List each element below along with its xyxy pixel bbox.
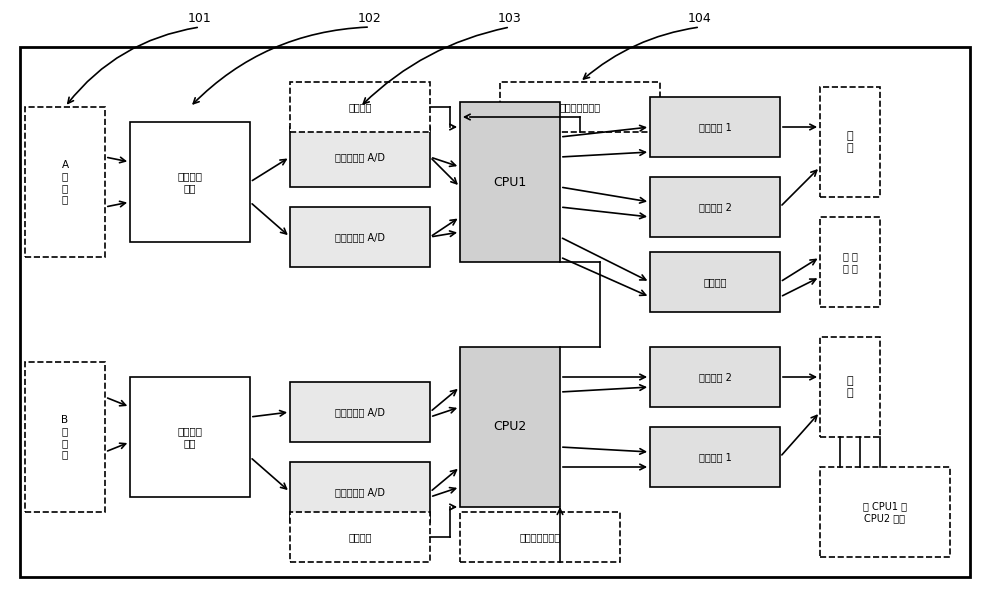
FancyBboxPatch shape — [460, 102, 560, 262]
Text: 主轨道电路 A/D: 主轨道电路 A/D — [335, 407, 385, 417]
FancyBboxPatch shape — [650, 252, 780, 312]
FancyBboxPatch shape — [25, 362, 105, 512]
Text: 主轨道电路 A/D: 主轨道电路 A/D — [335, 152, 385, 162]
Text: A
主
机
入: A 主 机 入 — [61, 159, 69, 204]
FancyBboxPatch shape — [290, 82, 430, 132]
FancyBboxPatch shape — [290, 512, 430, 562]
Text: 小轨道检查条件: 小轨道检查条件 — [519, 532, 561, 542]
Text: 报 警
条 件: 报 警 条 件 — [843, 251, 857, 273]
Text: CPU1: CPU1 — [493, 176, 527, 189]
Text: 101: 101 — [188, 12, 212, 25]
Text: 载频选择: 载频选择 — [348, 102, 372, 112]
Text: 输入隔离
电路: 输入隔离 电路 — [178, 171, 202, 193]
Text: 103: 103 — [498, 12, 522, 25]
FancyBboxPatch shape — [290, 462, 430, 522]
FancyBboxPatch shape — [650, 177, 780, 237]
FancyBboxPatch shape — [460, 347, 560, 507]
FancyBboxPatch shape — [500, 82, 660, 132]
FancyBboxPatch shape — [650, 347, 780, 407]
Text: CPU2: CPU2 — [493, 420, 527, 433]
FancyBboxPatch shape — [25, 107, 105, 257]
FancyBboxPatch shape — [820, 87, 880, 197]
Text: 载频选择: 载频选择 — [348, 532, 372, 542]
Text: 安全与门 1: 安全与门 1 — [699, 122, 731, 132]
Text: 安全与门 2: 安全与门 2 — [699, 202, 731, 212]
Text: 输
出: 输 出 — [847, 376, 853, 398]
FancyBboxPatch shape — [820, 337, 880, 437]
FancyBboxPatch shape — [650, 427, 780, 487]
Text: 102: 102 — [358, 12, 382, 25]
Text: 故障检查: 故障检查 — [703, 277, 727, 287]
FancyBboxPatch shape — [820, 467, 950, 557]
Text: 安全与门 1: 安全与门 1 — [699, 452, 731, 462]
FancyBboxPatch shape — [290, 382, 430, 442]
FancyBboxPatch shape — [290, 207, 430, 267]
Text: 安全与门 2: 安全与门 2 — [699, 372, 731, 382]
Text: 至 CPU1 及
CPU2 检查: 至 CPU1 及 CPU2 检查 — [863, 501, 907, 523]
Text: 小轨道电路 A/D: 小轨道电路 A/D — [335, 487, 385, 497]
FancyBboxPatch shape — [460, 512, 620, 562]
FancyBboxPatch shape — [290, 127, 430, 187]
Text: 输
出: 输 出 — [847, 131, 853, 153]
Text: B
并
机
入: B 并 机 入 — [61, 414, 69, 460]
Text: 104: 104 — [688, 12, 712, 25]
FancyBboxPatch shape — [130, 377, 250, 497]
Text: 输入隔离
电路: 输入隔离 电路 — [178, 426, 202, 448]
FancyBboxPatch shape — [650, 97, 780, 157]
FancyBboxPatch shape — [130, 122, 250, 242]
FancyBboxPatch shape — [20, 47, 970, 577]
Text: 小轨道电路 A/D: 小轨道电路 A/D — [335, 232, 385, 242]
Text: 小轨道检查条件: 小轨道检查条件 — [559, 102, 601, 112]
FancyBboxPatch shape — [820, 217, 880, 307]
